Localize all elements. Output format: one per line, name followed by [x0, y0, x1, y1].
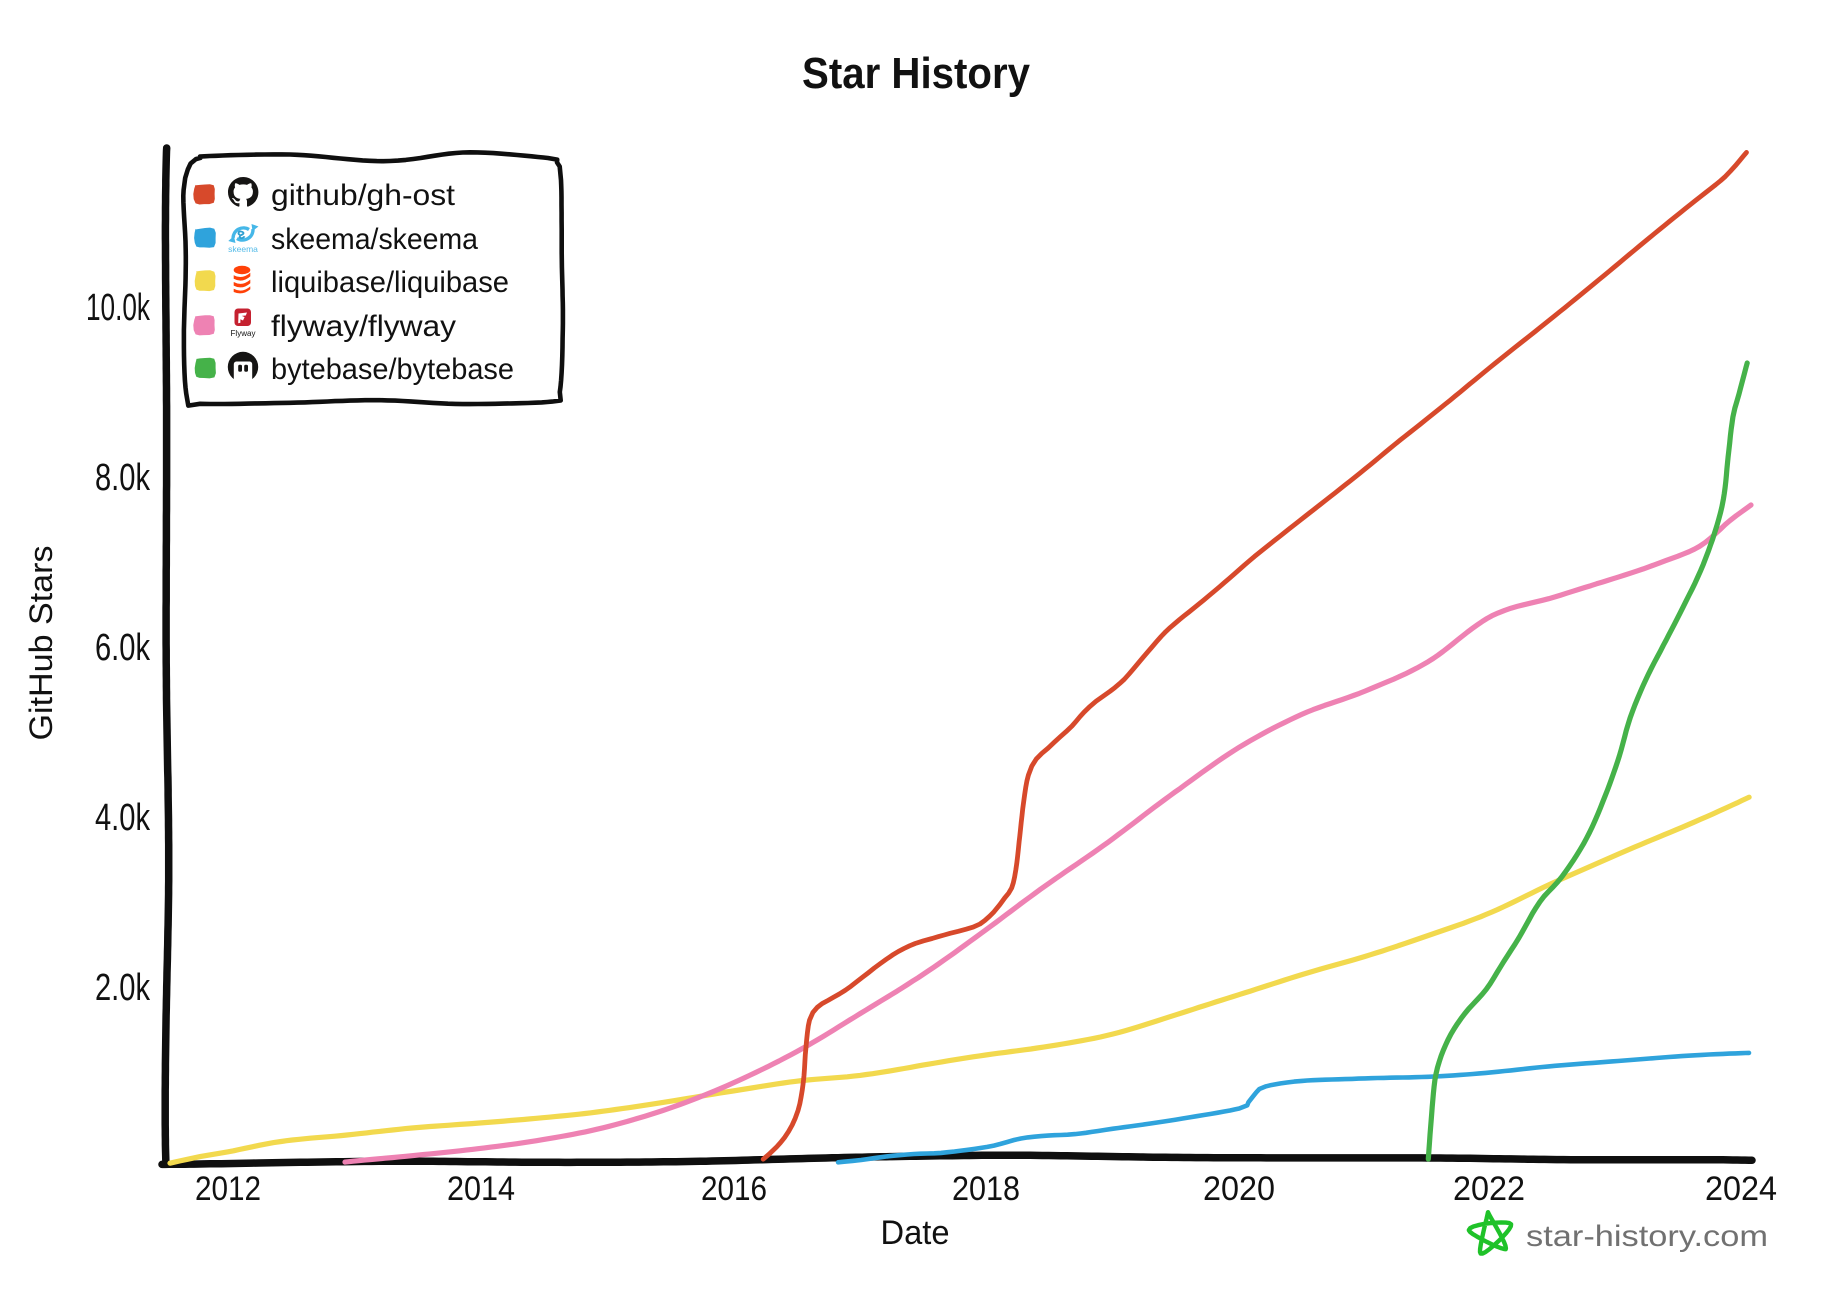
svg-text:2016: 2016: [701, 1170, 767, 1208]
svg-text:2022: 2022: [1453, 1170, 1525, 1208]
svg-text:flyway/flyway: flyway/flyway: [271, 310, 456, 343]
svg-text:skeema/skeema: skeema/skeema: [271, 223, 478, 256]
svg-text:star-history.com: star-history.com: [1526, 1220, 1768, 1253]
svg-text:bytebase/bytebase: bytebase/bytebase: [271, 353, 514, 386]
svg-text:2014: 2014: [447, 1170, 515, 1208]
svg-text:github/gh-ost: github/gh-ost: [271, 179, 456, 212]
svg-text:2012: 2012: [195, 1170, 261, 1208]
svg-text:Star History: Star History: [802, 49, 1030, 98]
svg-text:2018: 2018: [952, 1170, 1020, 1208]
svg-text:10.0k: 10.0k: [86, 287, 151, 329]
svg-text:8.0k: 8.0k: [95, 457, 151, 499]
svg-text:skeema: skeema: [228, 244, 258, 254]
svg-text:2.0k: 2.0k: [95, 967, 151, 1009]
svg-text:Date: Date: [881, 1214, 950, 1252]
svg-text:4.0k: 4.0k: [95, 797, 151, 839]
svg-text:6.0k: 6.0k: [95, 627, 151, 669]
svg-text:GitHub Stars: GitHub Stars: [23, 546, 59, 741]
svg-text:2020: 2020: [1203, 1170, 1275, 1208]
svg-text:Flyway: Flyway: [231, 329, 256, 338]
svg-text:liquibase/liquibase: liquibase/liquibase: [271, 266, 509, 299]
svg-text:2024: 2024: [1705, 1170, 1777, 1208]
